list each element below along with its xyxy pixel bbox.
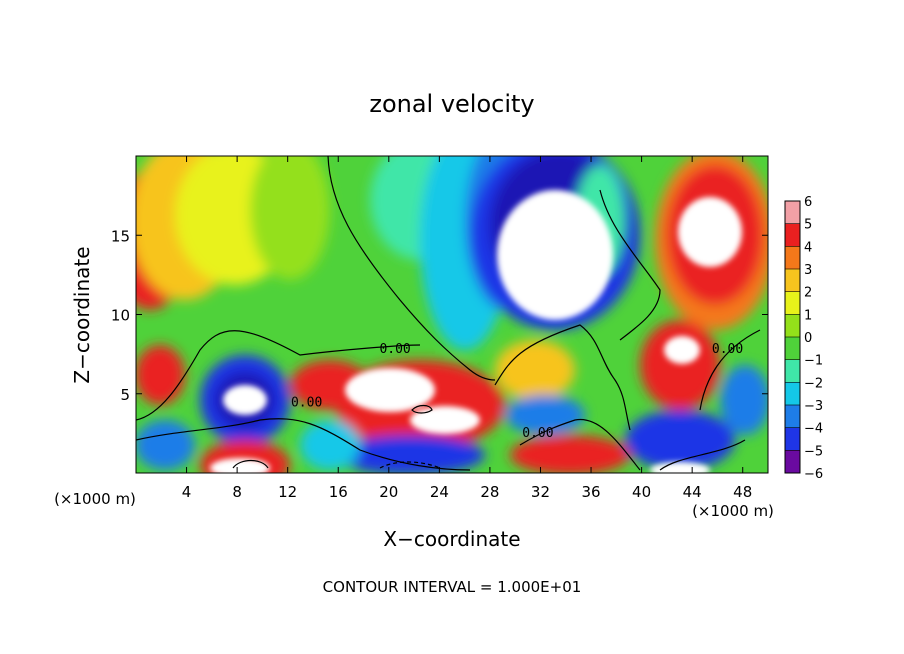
contour-line (411, 404, 433, 414)
field-patch (335, 435, 485, 473)
colorbar-swatch (785, 201, 800, 224)
x-tick-label: 44 (683, 483, 702, 501)
colorbar-tick-label: 6 (804, 195, 812, 210)
colorbar-swatch (785, 405, 800, 428)
colorbar-swatch (785, 246, 800, 269)
field-patch (678, 197, 742, 267)
x-tick-label: 4 (182, 483, 192, 501)
field-patch (345, 368, 435, 412)
contour-line (327, 156, 496, 381)
colorbar-tick-label: 0 (804, 331, 812, 346)
x-axis: 4 8 12 16 20 24 28 32 36 40 44 48 (182, 156, 752, 501)
colorbar-tick-label: −1 (804, 354, 823, 369)
contour-label: 0.00 (712, 342, 743, 357)
colorbar-swatch (785, 427, 800, 451)
colorbar-tick-label: −2 (804, 376, 823, 391)
x-axis-label: X−coordinate (383, 527, 520, 551)
colorbar-swatch (785, 269, 800, 292)
field-patch (136, 420, 195, 470)
field-patch (497, 190, 613, 320)
contour-line (599, 189, 661, 341)
colorbar-swatch (785, 382, 800, 405)
field-patch (250, 156, 330, 280)
colorbar-swatch (785, 291, 800, 315)
colorbar-tick-label: 3 (804, 263, 812, 278)
chart-title: zonal velocity (369, 90, 534, 118)
colorbar-swatch (785, 450, 800, 473)
colorbar: −6 −5 −4 −3 −2 −1 0 1 2 3 4 5 6 (784, 195, 823, 482)
colorbar-tick-label: −6 (804, 467, 823, 482)
field-patch (640, 320, 720, 410)
y-tick-label: 10 (111, 307, 130, 325)
field-patch (720, 365, 768, 435)
colorbar-tick-label: −5 (804, 444, 823, 459)
y-tick-label: 15 (111, 227, 130, 245)
colorbar-tick-label: 4 (804, 240, 812, 255)
velocity-field (136, 156, 768, 473)
contour-interval-note: CONTOUR INTERVAL = 1.000E+01 (323, 578, 582, 596)
x-tick-label: 48 (733, 483, 752, 501)
field-patch (510, 435, 630, 473)
contour-line (136, 330, 421, 421)
x-tick-label: 36 (581, 483, 600, 501)
contour-label: 0.00 (379, 342, 410, 357)
contour-line (494, 324, 631, 431)
x-tick-label: 12 (278, 483, 297, 501)
x-unit-left: (×1000 m) (54, 490, 136, 508)
y-axis-label: Z−coordinate (70, 246, 94, 383)
colorbar-swatch (785, 314, 800, 337)
colorbar-swatch (785, 223, 800, 247)
contour-line (136, 418, 471, 471)
contour-label: 0.00 (522, 426, 553, 441)
field-patch (505, 395, 585, 435)
contour-label: 0.00 (291, 396, 322, 411)
field-patch (136, 345, 185, 405)
zero-contours (136, 156, 761, 471)
x-tick-label: 8 (232, 483, 242, 501)
field-patch (300, 420, 360, 470)
contour-line (232, 459, 269, 469)
y-tick-label: 5 (120, 386, 130, 404)
x-tick-label: 28 (480, 483, 499, 501)
contour-line (519, 418, 641, 471)
x-tick-label: 24 (430, 483, 449, 501)
field-patch (410, 406, 480, 434)
colorbar-tick-label: 1 (804, 308, 812, 323)
x-tick-label: 16 (329, 483, 348, 501)
colorbar-swatch (785, 337, 800, 360)
contour-line (659, 439, 746, 471)
field-patch (650, 462, 710, 473)
colorbar-tick-label: 2 (804, 286, 812, 301)
contour-labels: 0.00 0.00 0.00 0.00 (291, 342, 743, 441)
contour-line (699, 329, 761, 411)
field-patch (495, 340, 575, 400)
field-patch (625, 410, 735, 470)
colorbar-tick-label: 5 (804, 218, 812, 233)
y-axis: 5 10 15 (111, 227, 768, 404)
field-patch (223, 385, 267, 415)
x-tick-label: 40 (632, 483, 651, 501)
colorbar-tick-label: −3 (804, 399, 823, 414)
x-tick-label: 20 (379, 483, 398, 501)
x-tick-label: 32 (531, 483, 550, 501)
field-patch (210, 458, 270, 473)
x-unit-right: (×1000 m) (692, 502, 774, 520)
colorbar-tick-label: −4 (804, 422, 823, 437)
field-patch (664, 336, 700, 364)
contour-line (379, 461, 441, 469)
colorbar-swatch (785, 359, 800, 383)
